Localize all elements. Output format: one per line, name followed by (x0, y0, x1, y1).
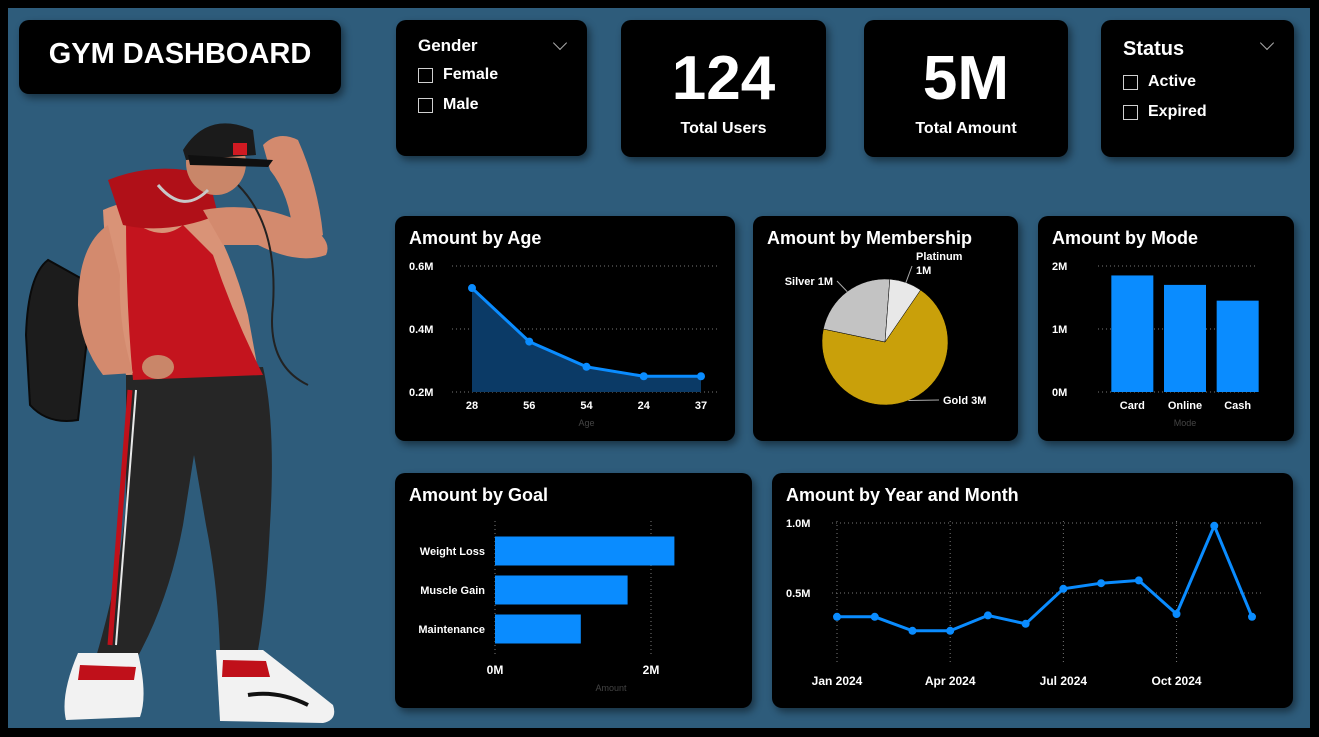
chart-amount-by-goal: Amount by Goal 0M 2M Weight Loss Muscle Gai… (395, 473, 752, 708)
data-point (833, 612, 841, 621)
kpi-label: Total Users (680, 120, 767, 137)
chevron-down-icon[interactable] (1259, 35, 1275, 51)
x-axis-label: Age (578, 418, 594, 428)
bar (1216, 300, 1259, 392)
data-point (1097, 579, 1106, 588)
status-slicer: Status Active Expired (1101, 20, 1294, 157)
gym-character-illustration (24, 123, 335, 723)
gender-option-male[interactable]: Male (418, 95, 479, 115)
chart-title: Amount by Goal (409, 485, 548, 505)
bar (1164, 284, 1206, 392)
x-tick-label: Oct 2024 (1152, 674, 1202, 688)
y-tick-label: Maintenance (418, 624, 485, 636)
chart-amount-by-membership: Amount by Membership Gold 3M Silver 1M Pla… (753, 216, 1018, 441)
x-tick-label: 2M (643, 663, 660, 677)
bar (495, 536, 675, 566)
header-card: GYM DASHBOARD (19, 20, 341, 94)
chart-amount-by-year-month: Amount by Year and Month 1.0M 0.5M Jan 202… (772, 473, 1293, 708)
status-option-active[interactable]: Active (1123, 72, 1196, 92)
y-tick-label: Weight Loss (420, 546, 485, 558)
y-tick-label: 1M (1052, 324, 1067, 336)
page-title: GYM DASHBOARD (48, 38, 312, 70)
data-point (908, 626, 917, 635)
age-area-chart: 0.6M 0.4M 0.2M 28 56 54 24 37 Age (409, 261, 719, 428)
data-point (1248, 612, 1256, 621)
data-point (1210, 521, 1219, 530)
chart-amount-by-age: Amount by Age 0.6M 0.4M 0.2M 28 56 54 24 37 Age (395, 216, 735, 441)
x-tick-label: Jul 2024 (1040, 674, 1088, 688)
leader-line (905, 265, 913, 283)
pie-slice (884, 278, 921, 343)
slice-label: Gold 3M (943, 395, 986, 407)
bar (1111, 275, 1154, 392)
data-point (468, 284, 476, 293)
y-tick-label: 0.6M (409, 261, 433, 273)
x-tick-label: Apr 2024 (925, 674, 976, 688)
x-tick-label: 56 (523, 400, 535, 412)
gender-slicer-title: Gender (418, 36, 478, 55)
checkbox-icon[interactable] (1123, 104, 1138, 120)
x-tick-label: 0M (487, 663, 504, 677)
bar (495, 575, 628, 605)
gender-option-female[interactable]: Female (418, 65, 498, 85)
x-tick-label: 37 (695, 400, 707, 412)
slice-label: 1M (916, 265, 931, 277)
kpi-total-users: 124 Total Users (621, 20, 826, 157)
data-point (582, 362, 591, 371)
checkbox-icon[interactable] (418, 67, 433, 83)
chart-title: Amount by Mode (1052, 228, 1198, 248)
series-line (837, 521, 1254, 633)
chart-title: Amount by Age (409, 228, 542, 248)
data-point (1134, 576, 1143, 585)
y-tick-label: 0M (1052, 387, 1067, 399)
y-tick-label: 0.4M (409, 324, 433, 336)
x-tick-label: 24 (638, 400, 651, 412)
x-axis-label: Mode (1174, 418, 1197, 428)
pie-slice (821, 289, 949, 406)
mode-bar-chart: 2M 1M 0M Card Online Cash Mode (1052, 261, 1259, 428)
leader-line (836, 280, 848, 292)
y-tick-label: 0.2M (409, 387, 433, 399)
data-point (870, 612, 879, 621)
chart-amount-by-mode: Amount by Mode 2M 1M 0M Card Online Cash Mode (1038, 216, 1294, 441)
chevron-down-icon[interactable] (552, 35, 568, 51)
y-tick-label: 0.5M (786, 588, 810, 600)
yearmonth-line-chart: 1.0M 0.5M Jan 2024 Apr 2024 Jul 2024 Oct 2024 (786, 518, 1262, 688)
x-tick-label: Online (1168, 400, 1202, 412)
data-point (1021, 619, 1030, 628)
x-tick-label: 28 (466, 400, 478, 412)
x-tick-label: Jan 2024 (812, 674, 863, 688)
y-tick-label: Muscle Gain (420, 585, 485, 597)
kpi-value: 5M (922, 44, 1010, 113)
data-point (983, 611, 992, 620)
gender-slicer: Gender Female Male (396, 20, 587, 156)
status-slicer-title: Status (1123, 38, 1185, 60)
kpi-value: 124 (671, 44, 776, 113)
data-point (525, 337, 534, 346)
membership-pie-chart: Gold 3M Silver 1M Platinum 1M (785, 251, 987, 407)
slice-label: Silver 1M (785, 276, 833, 288)
data-point (639, 372, 648, 381)
data-point (697, 372, 705, 381)
chart-title: Amount by Membership (767, 228, 973, 248)
status-option-expired[interactable]: Expired (1123, 102, 1207, 122)
slice-label: Platinum (916, 251, 963, 263)
area-fill (472, 288, 701, 392)
data-point (1172, 610, 1181, 618)
kpi-total-amount: 5M Total Amount (864, 20, 1068, 157)
checkbox-icon[interactable] (1123, 74, 1138, 90)
chart-title: Amount by Year and Month (786, 485, 1019, 505)
checkbox-icon[interactable] (418, 97, 433, 113)
x-tick-label: Cash (1224, 400, 1251, 412)
x-axis-label: Amount (595, 683, 627, 693)
x-tick-label: 54 (580, 400, 593, 412)
y-tick-label: 1.0M (786, 518, 810, 530)
goal-bar-chart: 0M 2M Weight Loss Muscle Gain Maintenance Amo… (418, 521, 675, 693)
data-point (1059, 584, 1068, 593)
kpi-label: Total Amount (915, 120, 1017, 137)
bar (495, 614, 581, 644)
x-tick-label: Card (1120, 400, 1145, 412)
y-tick-label: 2M (1052, 261, 1067, 273)
data-point (946, 626, 955, 635)
